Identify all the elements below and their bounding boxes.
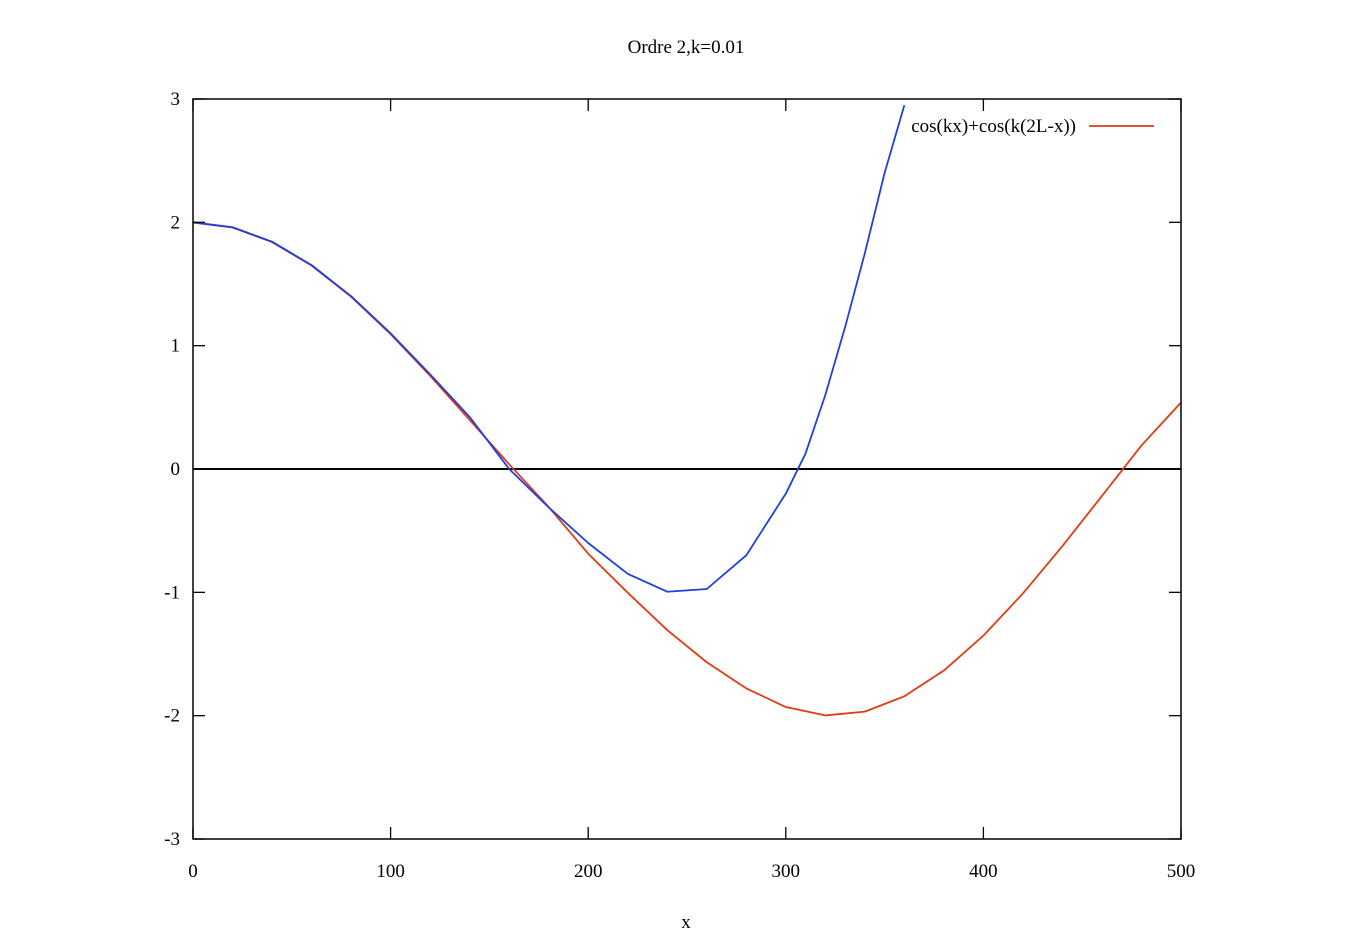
y-tick-label--1: -1 bbox=[164, 582, 180, 603]
x-tick-label-400: 400 bbox=[969, 861, 998, 882]
x-axis-label: x bbox=[681, 912, 691, 933]
chart-title: Ordre 2,k=0.01 bbox=[628, 37, 745, 58]
x-tick-label-500: 500 bbox=[1167, 861, 1196, 882]
y-tick-label-0: 0 bbox=[171, 459, 181, 480]
y-tick-label-3: 3 bbox=[171, 89, 181, 110]
x-tick-label-100: 100 bbox=[376, 861, 405, 882]
legend-label-0: cos(kx)+cos(k(2L-x)) bbox=[911, 116, 1076, 137]
y-tick-label-1: 1 bbox=[171, 336, 181, 357]
y-tick-label--3: -3 bbox=[164, 829, 180, 850]
x-tick-label-300: 300 bbox=[772, 861, 801, 882]
series-line-1 bbox=[193, 104, 906, 593]
x-tick-label-0: 0 bbox=[188, 861, 198, 882]
y-tick-label-2: 2 bbox=[171, 212, 181, 233]
x-tick-label-200: 200 bbox=[574, 861, 603, 882]
y-tick-label--2: -2 bbox=[164, 706, 180, 727]
plot-area: 0 100 200 300 400 500 -3 -2 -1 0 1 2 3 cos(kx)+cos(k(… bbox=[164, 89, 1195, 882]
